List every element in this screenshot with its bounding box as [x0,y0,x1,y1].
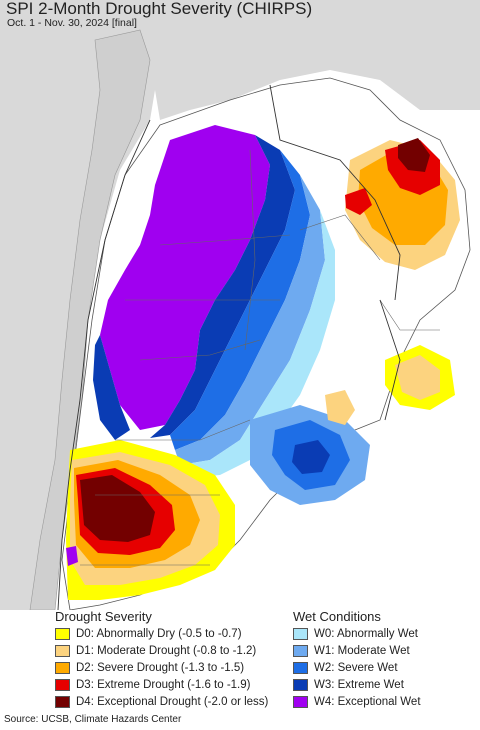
legend-label-d2: D2: Severe Drought (-1.3 to -1.5) [76,661,245,674]
w4-pampas [292,440,330,474]
legend-item-w1: W1: Moderate Wet [293,643,410,658]
d3-swatch [55,678,70,691]
d1-swatch [55,644,70,657]
w2-band [170,150,310,450]
legend-label-d4: D4: Exceptional Drought (-2.0 or less) [76,695,269,708]
w3-west [93,335,130,440]
legend-item-d0: D0: Abnormally Dry (-0.5 to -0.7) [55,626,242,641]
d0-baires [325,390,355,425]
legend-label-w4: W4: Exceptional Wet [314,695,421,708]
drought-map [0,0,480,610]
w4-swatch [293,695,308,708]
d0-swatch [55,627,70,640]
w3-swatch [293,678,308,691]
legend-label-d3: D3: Extreme Drought (-1.6 to -1.9) [76,678,251,691]
province-borders [80,149,440,566]
legend-item-w4: W4: Exceptional Wet [293,694,421,709]
legend-label-w0: W0: Abnormally Wet [314,627,418,640]
d1-uruguay [395,355,440,400]
w2-swatch [293,661,308,674]
legend-label-w2: W2: Severe Wet [314,661,398,674]
d2-swatch [55,661,70,674]
wet-legend-heading: Wet Conditions [293,609,381,624]
legend-item-d3: D3: Extreme Drought (-1.6 to -1.9) [55,677,250,692]
drought-legend-heading: Drought Severity [55,609,152,624]
legend-label-w3: W3: Extreme Wet [314,678,404,691]
source-credit: Source: UCSB, Climate Hazards Center [4,714,182,725]
legend-label-d0: D0: Abnormally Dry (-0.5 to -0.7) [76,627,242,640]
legend-item-d4: D4: Exceptional Drought (-2.0 or less) [55,694,268,709]
d4-patagonia [80,475,155,542]
map-title: SPI 2-Month Drought Severity (CHIRPS) [6,0,313,18]
w4-north [100,125,270,430]
legend-item-w3: W3: Extreme Wet [293,677,404,692]
legend-label-d1: D1: Moderate Drought (-0.8 to -1.2) [76,644,257,657]
w0-swatch [293,627,308,640]
legend-item-d2: D2: Severe Drought (-1.3 to -1.5) [55,660,244,675]
legend-item-w2: W2: Severe Wet [293,660,398,675]
legend-item-d1: D1: Moderate Drought (-0.8 to -1.2) [55,643,256,658]
legend-item-w0: W0: Abnormally Wet [293,626,418,641]
country-borders [57,84,401,610]
w1-swatch [293,644,308,657]
d4-swatch [55,695,70,708]
d3-east-small [345,188,372,215]
neighbor-land-north [150,0,480,120]
map-subtitle: Oct. 1 - Nov. 30, 2024 [final] [7,17,137,29]
w4-south-spot [66,546,78,566]
legend-label-w1: W1: Moderate Wet [314,644,410,657]
w1-band [175,175,325,465]
w3-band [150,135,295,438]
d4-east [398,138,430,172]
chile-strip [29,29,151,610]
